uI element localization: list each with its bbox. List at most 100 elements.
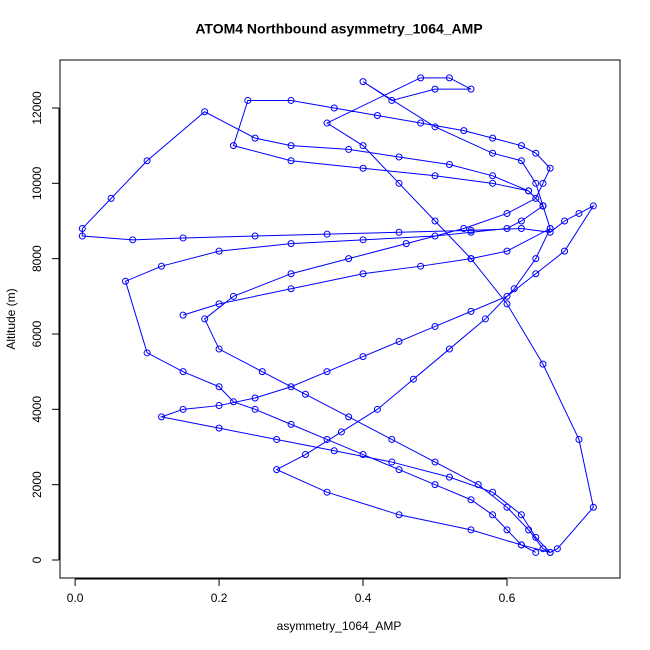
- data-point: [489, 134, 497, 142]
- data-point: [532, 270, 540, 278]
- data-point: [445, 473, 453, 481]
- y-axis-label: Altitude (m): [4, 288, 18, 349]
- data-point: [467, 85, 475, 93]
- data-point: [229, 142, 237, 150]
- data-point: [503, 225, 511, 233]
- data-point: [323, 119, 331, 127]
- data-point: [539, 179, 547, 187]
- data-point: [78, 232, 86, 240]
- data-point: [229, 398, 237, 406]
- data-point: [503, 300, 511, 308]
- data-point: [431, 85, 439, 93]
- data-point: [330, 447, 338, 455]
- data-point: [517, 142, 525, 150]
- data-point: [517, 157, 525, 165]
- data-point: [388, 96, 396, 104]
- data-point: [345, 255, 353, 263]
- data-point: [445, 345, 453, 353]
- data-point: [251, 232, 259, 240]
- data-point: [287, 240, 295, 248]
- data-point: [201, 315, 209, 323]
- x-axis-label: asymmetry_1064_AMP: [277, 619, 402, 633]
- data-point: [409, 375, 417, 383]
- data-point: [215, 345, 223, 353]
- x-tick-label: 0.0: [67, 591, 84, 605]
- data-point: [273, 435, 281, 443]
- data-point: [417, 262, 425, 270]
- data-point: [431, 322, 439, 330]
- data-point: [395, 466, 403, 474]
- data-point: [546, 548, 554, 556]
- data-point: [503, 503, 511, 511]
- y-tick-label: 10000: [30, 166, 44, 200]
- data-point: [287, 383, 295, 391]
- data-point: [273, 466, 281, 474]
- data-point: [359, 270, 367, 278]
- data-point: [546, 164, 554, 172]
- data-point: [489, 488, 497, 496]
- data-point: [287, 157, 295, 165]
- data-point: [539, 360, 547, 368]
- data-point: [417, 74, 425, 82]
- data-point: [215, 383, 223, 391]
- data-point: [489, 511, 497, 519]
- data-point: [431, 172, 439, 180]
- data-point: [373, 405, 381, 413]
- data-point: [395, 228, 403, 236]
- data-point: [201, 108, 209, 116]
- data-point: [345, 413, 353, 421]
- data-point: [359, 236, 367, 244]
- data-point: [251, 134, 259, 142]
- data-point: [546, 228, 554, 236]
- x-tick-label: 0.4: [355, 591, 372, 605]
- data-point: [258, 368, 266, 376]
- data-point: [503, 292, 511, 300]
- data-point: [539, 545, 547, 553]
- data-point: [359, 164, 367, 172]
- data-point: [532, 533, 540, 541]
- y-tick-label: 0: [30, 556, 44, 563]
- chart-title: ATOM4 Northbound asymmetry_1064_AMP: [195, 21, 482, 37]
- data-point: [143, 349, 151, 357]
- data-point: [122, 277, 130, 285]
- data-point: [359, 78, 367, 86]
- data-point: [525, 526, 533, 534]
- data-point: [431, 217, 439, 225]
- data-point: [287, 96, 295, 104]
- data-point: [323, 368, 331, 376]
- data-point: [287, 142, 295, 150]
- data-point: [179, 405, 187, 413]
- data-point: [575, 435, 583, 443]
- data-point: [589, 202, 597, 210]
- data-point: [215, 300, 223, 308]
- data-point: [373, 112, 381, 120]
- data-point: [561, 217, 569, 225]
- data-point: [251, 405, 259, 413]
- data-point: [489, 172, 497, 180]
- data-point: [359, 451, 367, 459]
- data-point: [215, 402, 223, 410]
- data-point: [229, 292, 237, 300]
- data-point: [330, 104, 338, 112]
- data-point: [445, 160, 453, 168]
- data-point: [445, 74, 453, 82]
- data-point: [467, 228, 475, 236]
- data-point: [78, 225, 86, 233]
- data-point: [532, 179, 540, 187]
- data-point: [539, 202, 547, 210]
- x-tick-label: 0.6: [499, 591, 516, 605]
- data-point: [481, 315, 489, 323]
- data-point: [431, 481, 439, 489]
- data-point: [287, 270, 295, 278]
- data-point: [553, 545, 561, 553]
- data-point: [388, 458, 396, 466]
- data-point: [546, 225, 554, 233]
- data-point: [287, 285, 295, 293]
- plot-frame: [59, 59, 621, 579]
- data-point: [244, 96, 252, 104]
- data-point: [431, 123, 439, 131]
- data-point: [517, 511, 525, 519]
- data-point: [323, 488, 331, 496]
- data-point: [323, 435, 331, 443]
